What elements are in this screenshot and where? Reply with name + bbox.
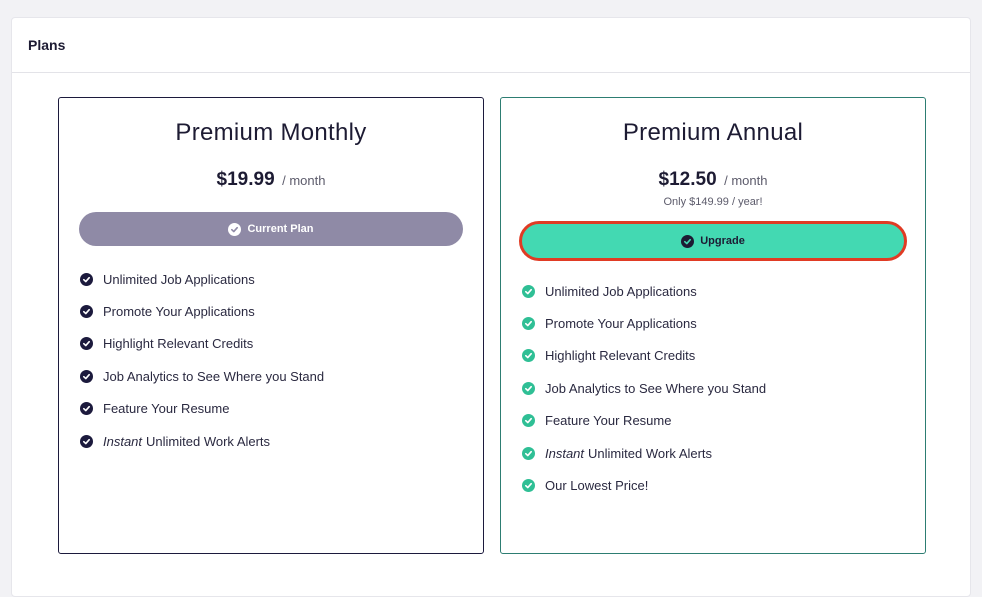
list-item: Unlimited Job Applications [522, 275, 925, 307]
feature-text: Highlight Relevant Credits [545, 348, 696, 364]
feature-text: Feature Your Resume [545, 413, 672, 429]
plan-card-monthly: Premium Monthly $19.99 / month Current P… [58, 97, 484, 554]
feature-text: Promote Your Applications [545, 316, 697, 332]
check-circle-icon [228, 222, 242, 236]
check-circle-icon [80, 305, 93, 319]
list-item: Instant Unlimited Work Alerts [522, 437, 925, 469]
feature-list: Unlimited Job Applications Promote Your … [501, 275, 925, 502]
list-item: Promote Your Applications [80, 295, 483, 327]
check-circle-icon [80, 272, 93, 286]
upgrade-button[interactable]: Upgrade [519, 221, 907, 261]
feature-text: Highlight Relevant Credits [103, 336, 254, 352]
feature-text: Unlimited Job Applications [103, 271, 255, 287]
current-plan-button[interactable]: Current Plan [79, 212, 463, 246]
check-circle-icon [522, 349, 535, 363]
list-item: Unlimited Job Applications [80, 263, 483, 295]
check-circle-icon [80, 434, 93, 448]
price-row: $19.99 / month [59, 169, 483, 191]
check-circle-icon [522, 446, 535, 460]
feature-emphasis: Instant [103, 433, 143, 449]
check-circle-icon [681, 234, 695, 248]
list-item: Instant Unlimited Work Alerts [80, 425, 483, 457]
feature-text: Feature Your Resume [103, 401, 230, 417]
check-circle-icon [80, 337, 93, 351]
upgrade-label: Upgrade [700, 235, 745, 247]
panel-title: Plans [12, 18, 970, 73]
check-circle-icon [80, 369, 93, 383]
feature-text: Promote Your Applications [103, 304, 255, 320]
plan-price: $12.50 [658, 169, 717, 190]
feature-text: Job Analytics to See Where you Stand [103, 368, 325, 384]
check-circle-icon [522, 284, 535, 298]
feature-text: Our Lowest Price! [545, 478, 649, 494]
current-plan-label: Current Plan [247, 223, 314, 235]
list-item: Feature Your Resume [522, 405, 925, 437]
feature-list: Unlimited Job Applications Promote Your … [59, 263, 483, 457]
list-item: Our Lowest Price! [522, 469, 925, 501]
list-item: Highlight Relevant Credits [522, 340, 925, 372]
plan-price: $19.99 [216, 169, 275, 190]
feature-emphasis: Instant [545, 445, 585, 461]
plan-period: / month [724, 173, 768, 188]
check-circle-icon [522, 317, 535, 331]
list-item: Highlight Relevant Credits [80, 328, 483, 360]
list-item: Job Analytics to See Where you Stand [522, 372, 925, 404]
list-item: Promote Your Applications [522, 307, 925, 339]
check-circle-icon [80, 402, 93, 416]
check-circle-icon [522, 414, 535, 428]
annual-price-note: Only $149.99 / year! [663, 196, 763, 208]
feature-text: Unlimited Job Applications [545, 283, 697, 299]
plan-period: / month [282, 173, 326, 188]
plan-card-annual: Premium Annual $12.50 / month Only $149.… [500, 97, 926, 554]
check-circle-icon [522, 479, 535, 493]
feature-text: Unlimited Work Alerts [146, 433, 271, 449]
price-row: $12.50 / month [501, 169, 925, 191]
feature-text: Unlimited Work Alerts [588, 445, 713, 461]
feature-text: Job Analytics to See Where you Stand [545, 380, 767, 396]
plan-title: Premium Monthly [175, 119, 367, 146]
list-item: Job Analytics to See Where you Stand [80, 360, 483, 392]
plans-panel: Plans Premium Monthly $19.99 / month Cur… [11, 17, 971, 597]
check-circle-icon [522, 381, 535, 395]
plan-title: Premium Annual [622, 119, 804, 146]
list-item: Feature Your Resume [80, 393, 483, 425]
